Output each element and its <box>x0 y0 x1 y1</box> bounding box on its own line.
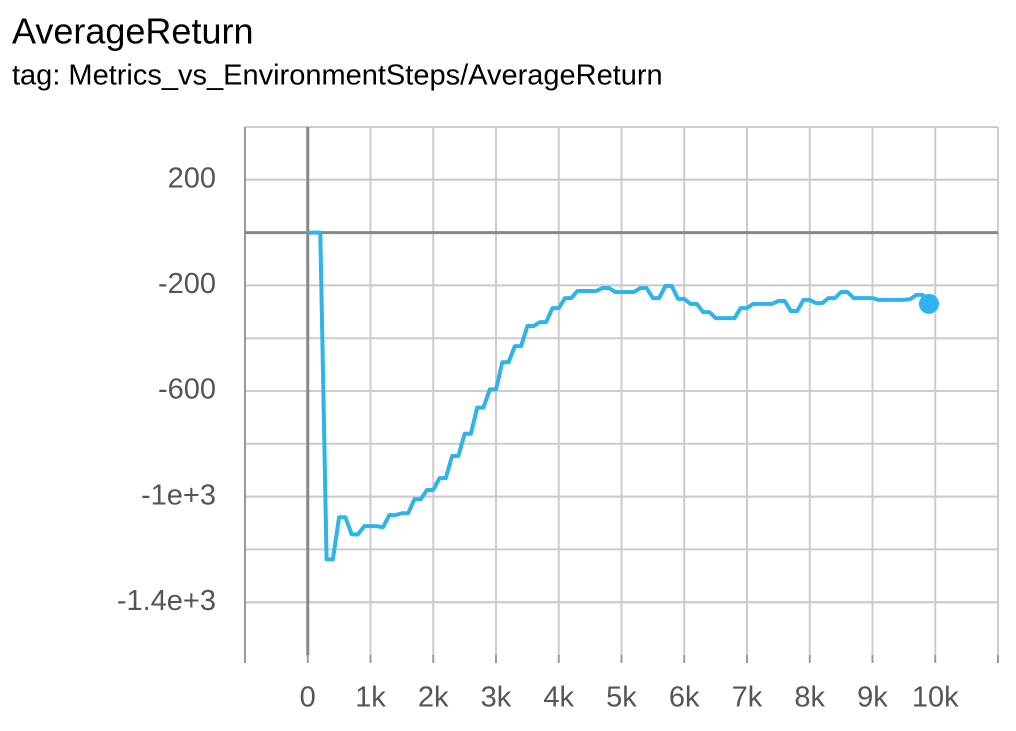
x-tick-label: 1k <box>355 682 386 714</box>
x-tick-label: 3k <box>481 682 512 714</box>
data-line <box>307 230 931 562</box>
x-tick-label: 10k <box>912 682 959 714</box>
chart-title: AverageReturn <box>12 11 254 52</box>
x-tick-label: 6k <box>669 682 700 714</box>
y-tick-label: -1.4e+3 <box>117 585 216 617</box>
last-point <box>918 293 939 314</box>
x-tick-label: 9k <box>857 682 888 714</box>
x-tick-label: 8k <box>794 682 825 714</box>
y-tick-label: -600 <box>158 374 216 406</box>
x-tick-label: 0 <box>300 682 316 714</box>
x-tick-label: 2k <box>418 682 449 714</box>
y-tick-label: 200 <box>168 162 216 194</box>
chart-subtitle: tag: Metrics_vs_EnvironmentSteps/Average… <box>12 60 663 92</box>
x-tick-label: 5k <box>606 682 637 714</box>
x-tick-label: 4k <box>543 682 574 714</box>
x-tick-label: 7k <box>732 682 763 714</box>
y-tick-label: -1e+3 <box>141 479 216 511</box>
y-tick-label: -200 <box>158 268 216 300</box>
